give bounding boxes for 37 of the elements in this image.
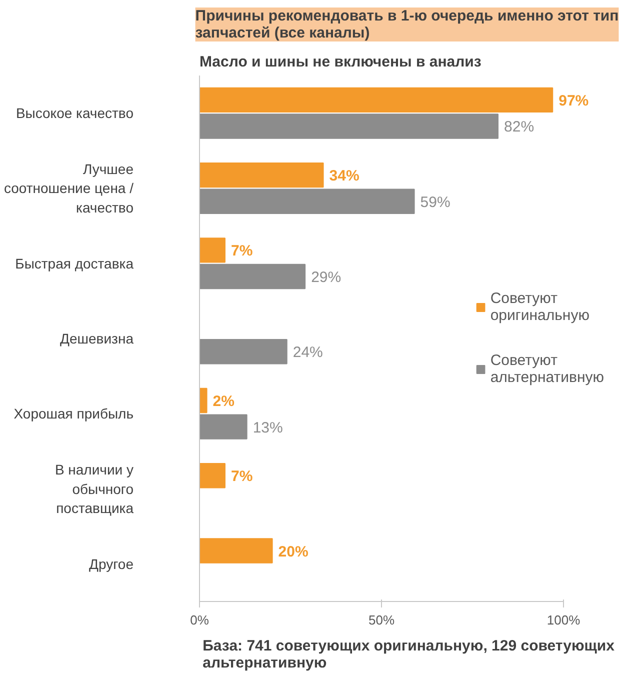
y-tick-label: Хорошая прибыль [14,406,134,422]
bar [200,264,306,290]
data-label: 34% [329,168,360,185]
bar [200,188,415,214]
bar [200,414,248,440]
bar [200,238,226,263]
bar [200,87,554,113]
y-tick-label: В наличии у обычного поставщика [54,462,134,516]
data-label: 20% [278,543,308,560]
bar [200,388,208,414]
data-label: 97% [558,92,589,110]
y-tick-label: Быстрая доставка [15,255,134,272]
x-tick-label: 0% [190,612,210,628]
bar [200,114,499,139]
bar [200,538,273,564]
bar [200,339,288,364]
bar [200,162,324,188]
y-tick-label: Дешевизна [60,330,134,346]
y-tick-label: Другое [89,556,134,572]
legend-label: Советуют альтернативную [490,352,604,386]
data-label: 2% [212,392,234,410]
data-label: 7% [230,242,253,260]
text: База: 741 советующих оригинальную, 129 советующих альтернативную [202,638,616,672]
x-tick-label: 100% [546,612,581,628]
y-tick-label: Высокое качество [16,105,134,122]
chart-subtitle: Масло и шины не включены в анализ [200,54,482,70]
bar [200,463,226,488]
chart-title: Причины рекомендовать в 1-ю очередь именно этот тип запчастей (все каналы) [195,8,619,42]
data-label: 7% [230,468,253,486]
data-label: 29% [311,269,342,286]
x-tick-label: 50% [368,612,395,628]
y-tick-label: Лучшее соотношение цена / качество [4,161,134,216]
data-label: 59% [420,194,450,211]
data-label: 13% [252,419,283,436]
data-label: 24% [292,344,323,362]
data-label: 82% [504,118,534,136]
legend-label: Советуют оригинальную [490,290,590,324]
